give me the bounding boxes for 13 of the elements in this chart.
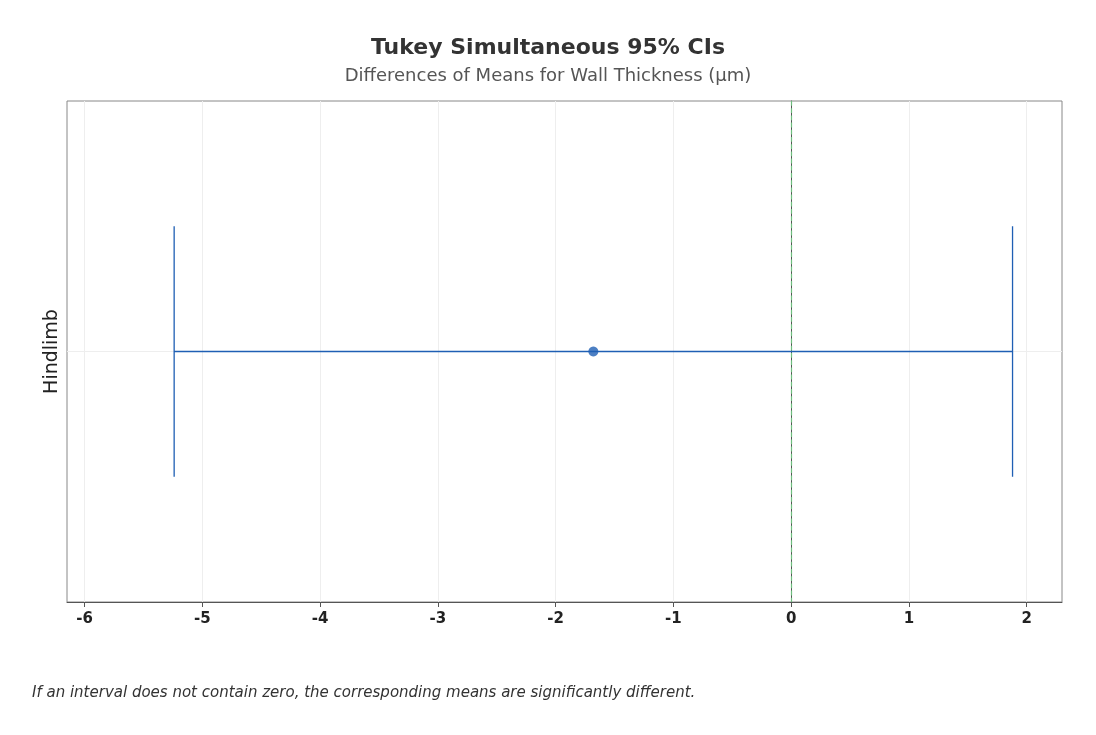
x-tick-label: -6 <box>76 608 93 627</box>
chart-subtitle: Differences of Means for Wall Thickness (µm) <box>344 63 752 85</box>
x-tick-label: -1 <box>665 608 682 627</box>
x-tick-label: -5 <box>194 608 211 627</box>
y-tick-label: Hindlimb <box>38 309 61 394</box>
x-tick-label: -4 <box>311 608 329 627</box>
x-tick-label: 1 <box>903 608 915 627</box>
x-tick-label: 2 <box>1021 608 1032 627</box>
x-tick-label: -3 <box>429 608 447 627</box>
x-tick-label: -2 <box>547 608 564 627</box>
x-tick-label: 0 <box>785 608 797 627</box>
chart-title: Tukey Simultaneous 95% CIs <box>371 33 725 59</box>
text: If an interval does not contain zero, the corresponding means are significantly different. <box>32 682 696 701</box>
